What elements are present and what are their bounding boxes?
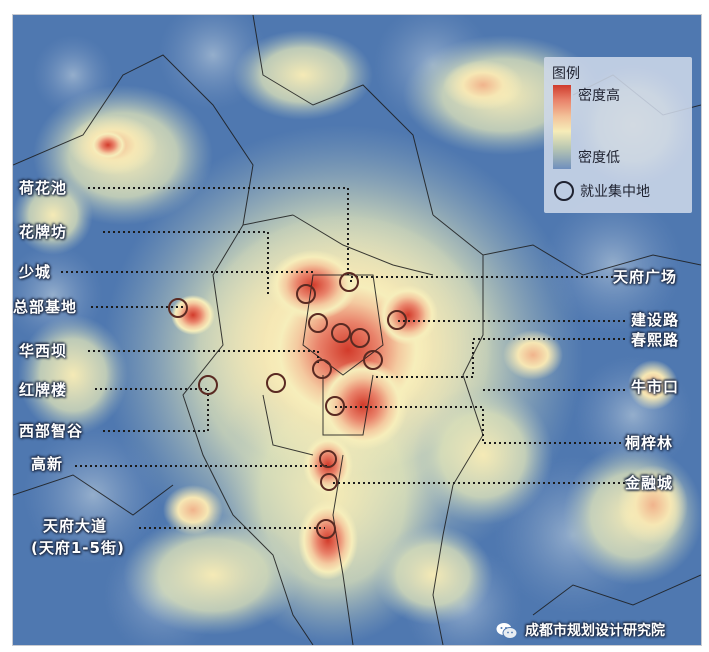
source-credit: 成都市规划设计研究院 bbox=[525, 623, 665, 639]
label-niushikou: 牛市口 bbox=[631, 378, 680, 396]
density-color-ramp bbox=[553, 85, 571, 169]
ring-marker-icon bbox=[320, 473, 338, 491]
label-hongpailou: 红牌楼 bbox=[19, 381, 68, 399]
legend-cluster-label: 就业集中地 bbox=[580, 184, 650, 200]
label-jianshe: 建设路 bbox=[631, 311, 680, 329]
label-jinrongcheng: 金融城 bbox=[625, 474, 674, 492]
ring-marker-icon bbox=[339, 272, 359, 292]
ring-marker-icon bbox=[296, 284, 316, 304]
ring-marker-icon bbox=[168, 298, 188, 318]
ring-marker-icon bbox=[350, 328, 370, 348]
ring-marker-icon bbox=[387, 310, 407, 330]
label-tianfu: 天府大道 bbox=[43, 517, 108, 535]
label-zongbu: 总部基地 bbox=[13, 298, 78, 316]
ring-marker-icon bbox=[316, 519, 336, 539]
label-huapaifang: 花牌坊 bbox=[19, 223, 68, 241]
label-huaxiba: 华西坝 bbox=[19, 342, 68, 360]
density-map: 荷花池 花牌坊 少城 总部基地 华西坝 红牌楼 西部智谷 高新 天府大道 (天府… bbox=[12, 14, 702, 646]
label-gaoxin: 高新 bbox=[31, 455, 64, 473]
district-boundaries bbox=[13, 15, 701, 645]
legend-panel: 图例 密度高 密度低 就业集中地 bbox=[544, 57, 692, 213]
ring-marker-icon bbox=[266, 373, 286, 393]
legend-title: 图例 bbox=[552, 66, 580, 82]
ring-marker-icon bbox=[554, 181, 574, 201]
wechat-icon bbox=[496, 623, 518, 639]
ring-marker-icon bbox=[312, 359, 332, 379]
ring-marker-icon bbox=[363, 350, 383, 370]
ring-marker-icon bbox=[198, 375, 218, 395]
label-tianfu-sub: (天府1-5街) bbox=[31, 539, 125, 557]
ring-marker-icon bbox=[325, 396, 345, 416]
legend-low-label: 密度低 bbox=[578, 150, 620, 166]
label-hehuachi: 荷花池 bbox=[19, 179, 68, 197]
employment-centers bbox=[168, 272, 407, 539]
ring-marker-icon bbox=[308, 313, 328, 333]
leader-lines bbox=[61, 187, 625, 529]
label-chunxi: 春熙路 bbox=[631, 331, 680, 349]
legend-high-label: 密度高 bbox=[578, 88, 620, 104]
label-xibu: 西部智谷 bbox=[19, 422, 84, 440]
high-density-core bbox=[90, 131, 438, 580]
ring-marker-icon bbox=[319, 450, 337, 468]
label-shaocheng: 少城 bbox=[19, 263, 52, 281]
ring-marker-icon bbox=[331, 323, 351, 343]
label-tongzilin: 桐梓林 bbox=[625, 434, 674, 452]
label-tianfu-square: 天府广场 bbox=[613, 268, 678, 286]
